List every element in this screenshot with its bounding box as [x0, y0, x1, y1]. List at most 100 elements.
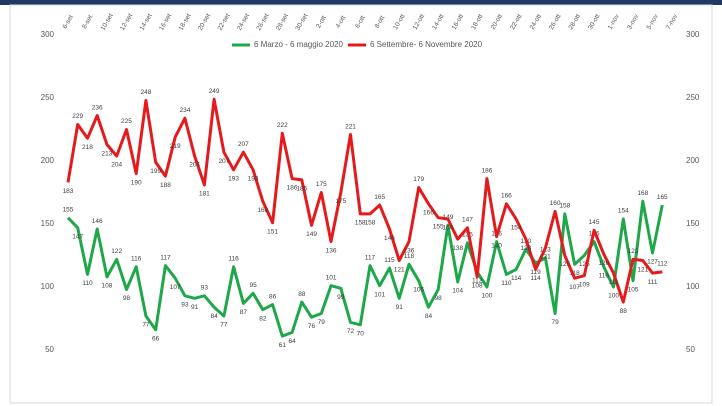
data-label: 138: [520, 245, 531, 252]
data-label: 107: [569, 284, 580, 291]
data-label: 107: [170, 284, 181, 291]
data-label: 110: [501, 280, 512, 287]
x-tick-label: 16-set: [158, 12, 173, 31]
data-label: 147: [72, 233, 83, 240]
data-label: 77: [142, 322, 150, 329]
x-tick-label: 26-set: [255, 12, 270, 31]
x-tick-label: 5-nov: [646, 13, 661, 31]
data-label: 179: [413, 176, 424, 183]
data-label: 70: [357, 331, 365, 338]
data-label: 225: [121, 118, 132, 125]
x-tick-label: 8-ott: [374, 15, 387, 30]
data-label: 121: [637, 266, 648, 273]
x-tick-label: 16-ott: [451, 13, 465, 31]
data-label: 105: [628, 286, 639, 293]
data-label: 111: [609, 279, 619, 286]
data-label: 119: [530, 269, 541, 276]
data-label: 87: [240, 309, 248, 316]
data-label: 125: [579, 261, 590, 268]
header-banner: [0, 0, 722, 5]
y2-tick-label: 200: [686, 156, 700, 165]
data-label: 99: [337, 294, 345, 301]
x-tick-label: 10-ott: [392, 13, 406, 31]
legend-label: 6 Settembre- 6 Novembre 2020: [370, 40, 483, 49]
data-label: 125: [559, 261, 570, 268]
data-label: 175: [316, 181, 327, 188]
data-label: 116: [228, 256, 239, 263]
x-tick-label: 20-set: [197, 12, 212, 31]
data-label: 207: [238, 141, 249, 148]
x-tick-label: 14-ott: [431, 13, 445, 31]
x-tick-label: 26-ott: [548, 13, 562, 31]
data-label: 213: [102, 150, 113, 157]
x-tick-label: 28-set: [275, 12, 290, 31]
data-label: 186: [287, 184, 298, 191]
data-label: 234: [179, 107, 190, 114]
data-label: 98: [123, 295, 131, 302]
data-label: 117: [160, 254, 171, 261]
data-label: 64: [288, 338, 296, 345]
data-label: 116: [599, 273, 610, 280]
data-label: 95: [249, 282, 257, 289]
data-label: 248: [141, 89, 152, 96]
data-label: 100: [608, 293, 619, 300]
series-line: [66, 199, 664, 338]
data-label: 190: [131, 179, 142, 186]
data-label: 101: [326, 274, 337, 281]
data-label: 154: [618, 208, 629, 215]
x-tick-label: 24-ott: [529, 13, 543, 31]
data-label: 82: [259, 315, 267, 322]
data-label: 193: [248, 176, 259, 183]
data-label: 166: [501, 193, 512, 200]
data-label: 86: [269, 293, 277, 300]
y-tick-label: 100: [41, 282, 55, 291]
data-label: 116: [131, 256, 142, 263]
data-label: 158: [559, 203, 570, 210]
data-label: 111: [648, 279, 658, 286]
chart-frame: [9, 4, 713, 404]
x-tick-label: 6-set: [62, 14, 75, 30]
x-tick-label: 6-ott: [354, 15, 367, 30]
data-label: 109: [579, 281, 590, 288]
data-label: 154: [511, 225, 522, 232]
x-tick-label: 1-nov: [607, 13, 622, 31]
data-label: 168: [637, 190, 648, 197]
data-label: 79: [318, 319, 326, 326]
data-label: 140: [491, 242, 502, 249]
data-label: 151: [267, 228, 278, 235]
y2-tick-label: 100: [686, 282, 700, 291]
data-label: 146: [384, 235, 395, 242]
data-label: 146: [92, 218, 103, 225]
data-label: 221: [345, 123, 356, 130]
x-tick-label: 18-set: [178, 12, 193, 31]
x-tick-label: 12-set: [119, 12, 134, 31]
x-tick-label: 20-ott: [490, 13, 504, 31]
data-label: 84: [425, 313, 433, 320]
data-label: 91: [191, 304, 199, 311]
y2-tick-label: 50: [686, 345, 695, 354]
y2-tick-label: 250: [686, 93, 700, 102]
data-label: 66: [152, 336, 160, 343]
data-label: 110: [82, 280, 93, 287]
x-tick-label: 10-set: [100, 12, 115, 31]
data-label: 79: [551, 319, 559, 326]
data-label: 93: [181, 302, 189, 309]
data-label: 104: [452, 288, 463, 295]
data-label: 88: [620, 308, 628, 315]
data-label: 160: [550, 200, 561, 207]
data-label: 188: [160, 182, 171, 189]
x-tick-label: 18-ott: [470, 13, 484, 31]
data-label: 199: [150, 168, 161, 175]
y-tick-label: 50: [45, 345, 54, 354]
data-label: 149: [443, 214, 454, 221]
x-tick-label: 8-set: [81, 14, 94, 30]
data-label: 219: [170, 143, 181, 150]
data-label: 100: [481, 293, 492, 300]
data-label: 93: [201, 285, 209, 292]
data-label: 183: [63, 188, 74, 195]
data-label: 112: [472, 278, 483, 285]
x-tick-label: 22-ott: [509, 13, 523, 31]
data-label: 114: [511, 275, 522, 282]
data-label: 168: [257, 207, 268, 214]
data-label: 236: [92, 104, 103, 111]
